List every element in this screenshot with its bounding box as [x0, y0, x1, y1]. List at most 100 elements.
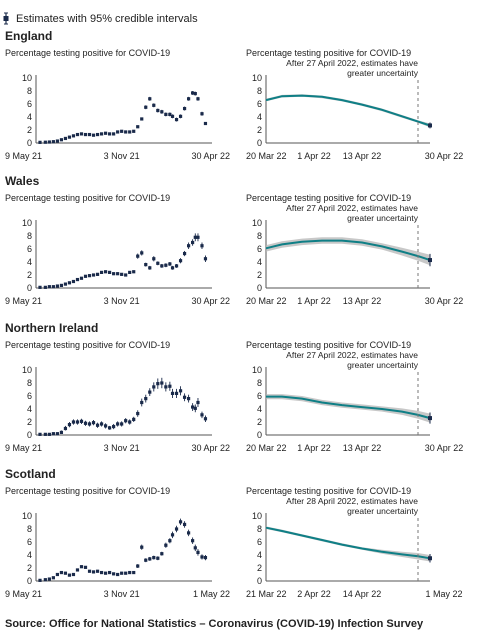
estimate-point — [128, 420, 132, 424]
left-chart: Percentage testing positive for COVID-19… — [5, 193, 230, 306]
estimate-point — [87, 274, 92, 278]
right-chart-y-tick-label: 6 — [257, 391, 262, 401]
estimate-point — [38, 140, 42, 144]
credible-interval-band — [266, 94, 430, 128]
estimate-point — [43, 285, 47, 289]
uncertainty-note-line2: greater uncertainty — [347, 68, 419, 78]
left-chart-x-tick-label: 9 May 21 — [5, 443, 42, 453]
right-chart-x-tick-label: 1 Apr 22 — [297, 151, 331, 161]
estimate-point — [79, 132, 84, 136]
estimate-point — [71, 420, 76, 424]
estimate-point — [178, 389, 183, 393]
left-chart-x-tick-label: 3 Nov 21 — [104, 151, 140, 161]
right-chart-y-tick-label: 2 — [257, 125, 262, 135]
estimate-point — [116, 422, 120, 426]
estimate-point — [170, 114, 175, 118]
right-chart-y-tick-label: 2 — [257, 417, 262, 427]
estimate-point — [91, 570, 96, 574]
estimate-point — [193, 92, 197, 96]
estimate-point — [67, 135, 72, 139]
estimate-point — [156, 556, 160, 560]
estimate-point — [196, 235, 200, 239]
estimate-point — [136, 564, 140, 568]
estimate-point — [140, 117, 144, 121]
left-chart-y-tick-label: 4 — [27, 112, 32, 122]
estimate-point — [108, 426, 112, 430]
estimate-point — [174, 527, 179, 531]
estimate-point — [71, 134, 76, 138]
estimate-point — [99, 570, 104, 575]
estimate-point — [132, 270, 136, 274]
uncertainty-note-line2: greater uncertainty — [347, 213, 419, 223]
estimate-point — [75, 568, 80, 572]
estimate-point — [124, 571, 128, 575]
estimate-point — [112, 424, 116, 429]
credible-interval-band — [266, 526, 430, 562]
estimate-point — [95, 272, 100, 276]
estimate-point — [193, 235, 197, 239]
right-chart-x-tick-label: 20 Mar 22 — [246, 151, 287, 161]
estimate-point — [148, 97, 152, 101]
estimate-point — [144, 558, 148, 562]
estimate-point — [51, 576, 55, 580]
estimate-point — [63, 426, 68, 431]
estimate-point — [99, 270, 104, 274]
right-chart-x-tick-label: 1 May 22 — [425, 589, 462, 599]
right-chart-x-tick-label: 2 Apr 22 — [297, 589, 331, 599]
right-chart-y-tick-label: 6 — [257, 537, 262, 547]
estimate-point — [140, 545, 144, 549]
right-chart-y-tick-label: 4 — [257, 404, 262, 414]
estimate-point — [140, 251, 144, 255]
legend: Estimates with 95% credible intervals — [3, 12, 198, 25]
estimate-point — [160, 381, 164, 385]
estimate-point — [152, 257, 156, 261]
estimate-point — [116, 572, 120, 577]
estimate-point — [132, 129, 136, 133]
source-note: Source: Office for National Statistics –… — [5, 618, 424, 630]
uncertainty-note-line1: After 27 April 2022, estimates have — [286, 203, 418, 213]
estimate-point — [120, 571, 124, 575]
uncertainty-note-line2: greater uncertainty — [347, 506, 419, 516]
estimate-point — [38, 432, 42, 436]
left-chart-y-tick-label: 4 — [27, 404, 32, 414]
left-chart: Percentage testing positive for COVID-19… — [5, 486, 230, 599]
left-chart-y-tick-label: 10 — [22, 365, 32, 375]
estimate-point — [59, 138, 64, 142]
right-chart-y-tick-label: 10 — [252, 365, 262, 375]
estimate-point — [63, 136, 68, 141]
estimate-point — [152, 103, 156, 107]
estimate-point — [108, 132, 112, 136]
estimate-point — [120, 422, 124, 426]
uncertainty-note-line1: After 28 April 2022, estimates have — [286, 496, 418, 506]
modelled-estimate-line — [265, 94, 431, 127]
estimate-point — [55, 432, 60, 436]
left-chart-y-tick-label: 2 — [27, 125, 32, 135]
right-chart-x-tick-label: 13 Apr 22 — [343, 296, 382, 306]
estimate-point — [79, 276, 84, 280]
estimate-point — [51, 140, 55, 144]
estimate-point — [168, 112, 172, 116]
left-chart-x-tick-label: 9 May 21 — [5, 589, 42, 599]
estimate-point — [87, 132, 92, 137]
left-chart-y-tick-label: 0 — [27, 138, 32, 148]
left-chart-y-tick-label: 4 — [27, 550, 32, 560]
left-chart-y-tick-label: 2 — [27, 270, 32, 280]
estimate-point — [191, 405, 195, 409]
left-chart-x-tick-label: 30 Apr 22 — [191, 296, 230, 306]
estimate-point — [174, 391, 179, 395]
uncertainty-note-line1: After 27 April 2022, estimates have — [286, 350, 418, 360]
estimate-point — [148, 266, 152, 270]
right-chart-y-tick-label: 0 — [257, 576, 262, 586]
estimate-point — [95, 423, 100, 427]
estimate-point — [182, 106, 187, 111]
uncertainty-note-line1: After 27 April 2022, estimates have — [286, 58, 418, 68]
estimate-point — [186, 244, 191, 248]
estimate-point — [156, 261, 160, 265]
left-chart-y-tick-label: 6 — [27, 244, 32, 254]
left-chart-y-tick-label: 2 — [27, 417, 32, 427]
estimate-point — [91, 421, 96, 425]
left-chart-x-tick-label: 9 May 21 — [5, 151, 42, 161]
estimate-point — [203, 257, 208, 261]
estimate-point — [71, 572, 76, 577]
estimate-point — [160, 264, 164, 268]
